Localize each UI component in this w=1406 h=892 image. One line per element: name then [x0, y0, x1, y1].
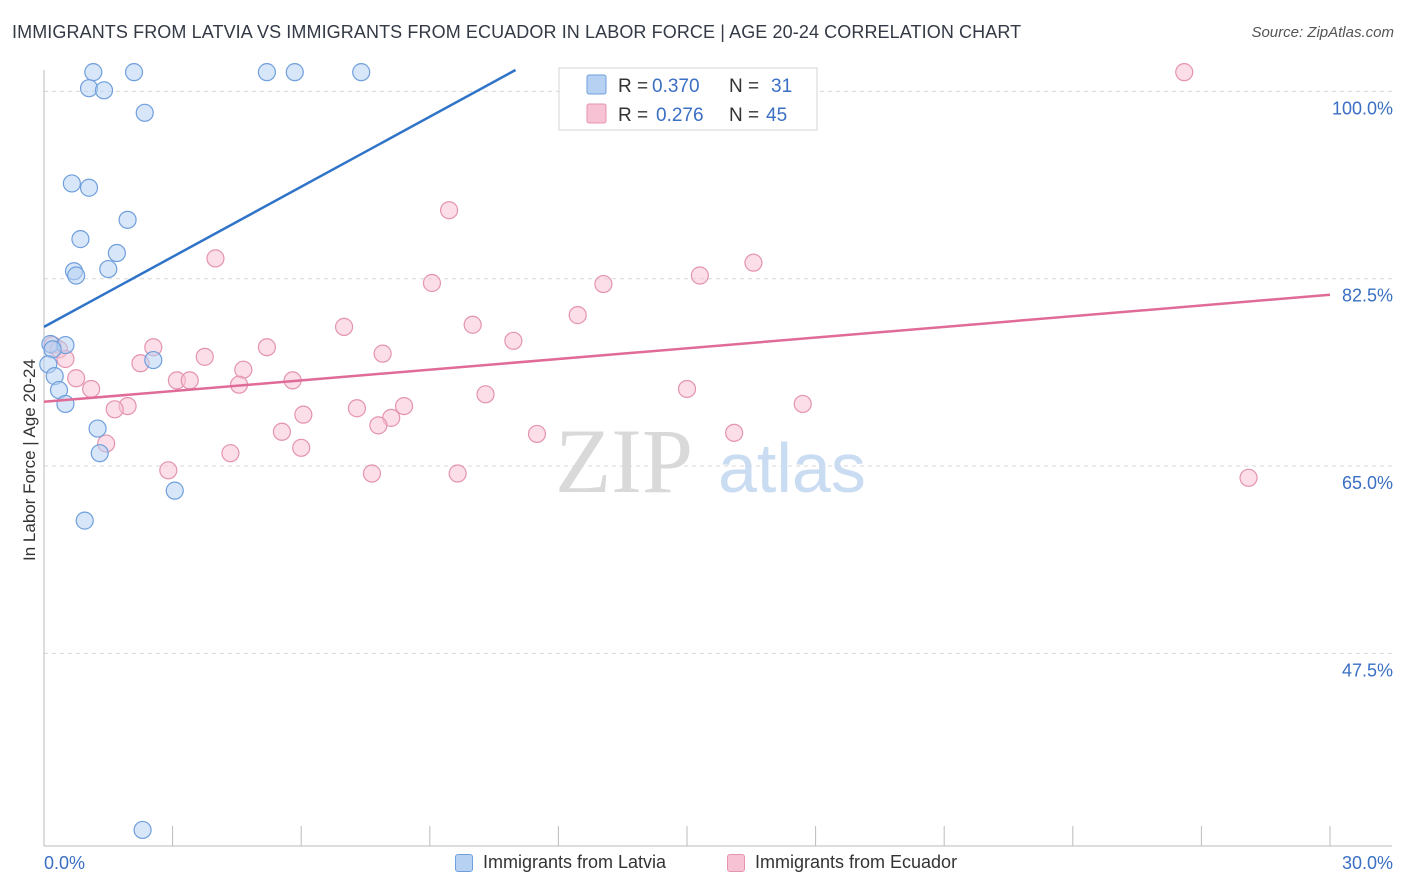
latvia-point-7	[135, 103, 154, 122]
ecuador-point-28	[793, 394, 812, 414]
legend-item-ecuador: Immigrants from Ecuador	[727, 852, 957, 873]
legend-swatch-ecuador-bottom	[727, 853, 745, 872]
latvia-point-18	[43, 340, 62, 359]
legend-r-label-1: R =	[618, 76, 648, 97]
ecuador-point-6	[744, 253, 763, 272]
latvia-point-10	[118, 210, 137, 229]
ecuador-point-31	[347, 399, 367, 418]
ecuador-point-27	[677, 379, 697, 399]
latvia-point-9	[79, 178, 99, 197]
y-tick-label-0: 100.0%	[1332, 98, 1393, 118]
ecuador-point-30	[105, 400, 124, 419]
latvia-point-0	[84, 63, 103, 82]
ecuador-point-5	[690, 266, 709, 285]
legend-label-ecuador: Immigrants from Ecuador	[755, 852, 958, 872]
x-tick-label-1: 30.0%	[1342, 853, 1393, 873]
ecuador-point-0	[1175, 63, 1194, 82]
ecuador-point-7	[568, 306, 587, 325]
trend-lines	[43, 68, 1331, 404]
legend-swatch-ecuador	[586, 103, 607, 124]
latvia-point-19	[144, 350, 163, 370]
axes	[43, 70, 1392, 847]
source-credit: Source: ZipAtlas.com	[1251, 24, 1394, 41]
ecuador-point-16	[195, 347, 214, 366]
ecuador-point-38	[725, 423, 744, 442]
ecuador-point-33	[294, 405, 313, 424]
legend-n-label-1: N =	[729, 76, 759, 97]
chart-title: IMMIGRANTS FROM LATVIA VS IMMIGRANTS FRO…	[12, 22, 1022, 42]
ecuador-point-9	[463, 315, 482, 334]
ecuador-point-43	[362, 464, 382, 483]
latvia-point-23	[56, 394, 75, 414]
x-tick-label-0: 0.0%	[44, 853, 85, 873]
legend-item-latvia: Immigrants from Latvia	[455, 852, 666, 873]
ecuador-point-26	[476, 385, 495, 404]
ecuador-point-2	[206, 249, 225, 268]
ecuador-point-25	[82, 379, 101, 399]
watermark-zip: ZIP	[555, 410, 693, 512]
ecuador-point-40	[292, 438, 311, 457]
legend-r-value-2: 0.276	[656, 105, 704, 126]
bottom-legend: Immigrants from Latvia Immigrants from E…	[0, 852, 1406, 876]
y-tick-label-3: 47.5%	[1342, 660, 1393, 680]
y-tick-label-2: 65.0%	[1342, 473, 1393, 493]
legend-swatch-latvia	[586, 74, 607, 95]
latvia-point-24	[88, 419, 107, 438]
latvia-point-2	[94, 81, 114, 100]
ecuador-point-19	[234, 360, 253, 379]
tick-labels: 100.0% 82.5% 65.0% 47.5% 0.0% 30.0%	[44, 98, 1393, 873]
latvia-point-8	[62, 174, 81, 193]
latvia-point-28	[133, 820, 152, 840]
ecuador-point-20	[67, 369, 86, 388]
ecuador-point-8	[334, 317, 354, 336]
legend-box: R = 0.370 N = 31 R = 0.276 N = 45	[558, 67, 818, 131]
latvia-point-27	[75, 511, 94, 530]
latvia-point-1	[79, 79, 99, 98]
ecuador-point-10	[504, 331, 523, 350]
legend-n-value-1: 31	[771, 76, 792, 97]
legend-n-value-2: 45	[766, 105, 787, 126]
legend-label-latvia: Immigrants from Latvia	[483, 852, 667, 872]
latvia-point-6	[352, 63, 371, 82]
ecuador-trend-line	[43, 293, 1331, 404]
latvia-point-11	[71, 230, 90, 249]
ecuador-point-42	[159, 461, 178, 480]
ecuador-point-15	[373, 344, 392, 363]
latvia-points	[39, 63, 371, 840]
legend-r-label-2: R =	[618, 105, 648, 126]
ecuador-point-44	[448, 464, 467, 483]
legend-swatch-latvia-bottom	[455, 853, 473, 872]
latvia-trend-line	[43, 68, 517, 328]
legend-r-value-1: 0.370	[652, 76, 700, 97]
ecuador-point-1	[439, 201, 459, 220]
latvia-point-25	[90, 444, 109, 463]
latvia-point-26	[165, 481, 184, 500]
y-tick-label-1: 82.5%	[1342, 286, 1393, 306]
latvia-point-15	[99, 259, 118, 279]
ecuador-point-45	[1239, 468, 1258, 487]
ecuador-point-35	[369, 416, 388, 435]
ecuador-point-3	[422, 273, 442, 293]
latvia-point-5	[285, 63, 304, 82]
ecuador-point-4	[594, 274, 613, 294]
latvia-point-3	[124, 63, 144, 82]
ecuador-point-22	[180, 371, 199, 390]
legend-n-label-2: N =	[729, 105, 759, 126]
watermark-atlas: atlas	[718, 429, 866, 507]
latvia-point-4	[257, 63, 277, 82]
ecuador-point-32	[394, 396, 414, 416]
ecuador-point-36	[272, 422, 292, 441]
latvia-point-14	[67, 266, 86, 285]
ecuador-point-41	[221, 444, 240, 463]
ecuador-point-14	[257, 338, 277, 357]
latvia-point-12	[107, 243, 126, 263]
ecuador-point-37	[527, 424, 547, 444]
